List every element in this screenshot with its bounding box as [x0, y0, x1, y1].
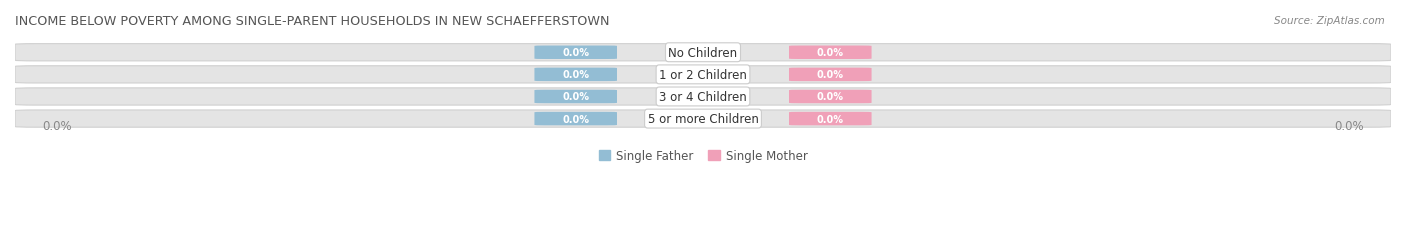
FancyBboxPatch shape: [534, 46, 617, 60]
Text: 0.0%: 0.0%: [562, 92, 589, 102]
Text: 0.0%: 0.0%: [817, 92, 844, 102]
Text: 0.0%: 0.0%: [42, 120, 72, 133]
Text: 0.0%: 0.0%: [562, 114, 589, 124]
FancyBboxPatch shape: [534, 90, 617, 104]
FancyBboxPatch shape: [15, 44, 1391, 62]
FancyBboxPatch shape: [789, 112, 872, 126]
FancyBboxPatch shape: [534, 68, 617, 82]
Text: 0.0%: 0.0%: [817, 48, 844, 58]
Text: No Children: No Children: [668, 47, 738, 60]
Text: 0.0%: 0.0%: [1334, 120, 1364, 133]
Text: 0.0%: 0.0%: [817, 70, 844, 80]
FancyBboxPatch shape: [15, 88, 1391, 106]
Text: 0.0%: 0.0%: [562, 70, 589, 80]
FancyBboxPatch shape: [789, 46, 872, 60]
Text: 1 or 2 Children: 1 or 2 Children: [659, 69, 747, 82]
Legend: Single Father, Single Mother: Single Father, Single Mother: [593, 145, 813, 167]
Text: 5 or more Children: 5 or more Children: [648, 112, 758, 125]
Text: INCOME BELOW POVERTY AMONG SINGLE-PARENT HOUSEHOLDS IN NEW SCHAEFFERSTOWN: INCOME BELOW POVERTY AMONG SINGLE-PARENT…: [15, 15, 609, 28]
Text: 0.0%: 0.0%: [817, 114, 844, 124]
FancyBboxPatch shape: [534, 112, 617, 126]
Text: 0.0%: 0.0%: [562, 48, 589, 58]
Text: Source: ZipAtlas.com: Source: ZipAtlas.com: [1274, 16, 1385, 26]
FancyBboxPatch shape: [15, 110, 1391, 128]
FancyBboxPatch shape: [789, 90, 872, 104]
FancyBboxPatch shape: [789, 68, 872, 82]
Text: 3 or 4 Children: 3 or 4 Children: [659, 91, 747, 103]
FancyBboxPatch shape: [15, 67, 1391, 84]
